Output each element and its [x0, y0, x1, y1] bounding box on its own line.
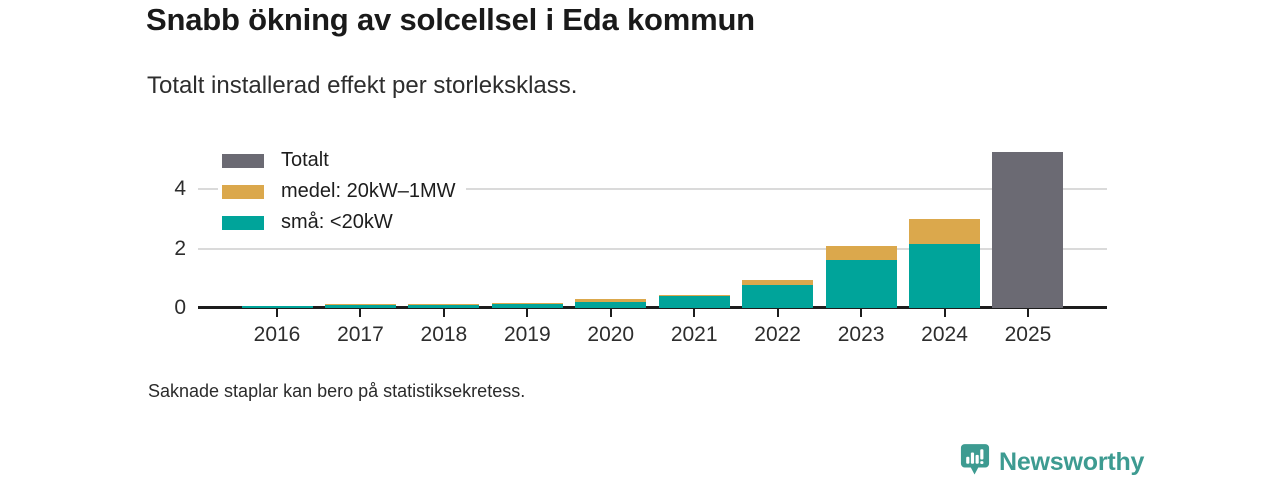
- legend-label-sma: små: <20kW: [281, 211, 393, 233]
- y-axis-label: 2: [174, 236, 186, 260]
- bar-segment-medel: [909, 219, 981, 244]
- x-axis-tick: [943, 309, 946, 317]
- x-axis-line: [198, 306, 1107, 309]
- x-axis-label: 2017: [337, 323, 384, 346]
- x-axis-tick: [526, 309, 529, 317]
- x-axis-label: 2019: [503, 323, 551, 346]
- legend-swatch-medel: [222, 184, 264, 199]
- x-axis-tick: [276, 309, 278, 317]
- x-axis-tick: [609, 309, 612, 317]
- bar-segment-medel: [658, 294, 730, 296]
- x-axis-tick: [776, 309, 779, 317]
- bar-segment-sma: [658, 295, 730, 308]
- y-axis-label: 4: [174, 177, 186, 200]
- x-axis-label: 2020: [587, 323, 635, 346]
- legend-swatch-sma: [222, 215, 264, 230]
- bar-segment-medel: [575, 299, 647, 303]
- chart-legend: Totalt medel: 20kW–1MW små: <20kW: [218, 147, 466, 236]
- x-axis-tick: [860, 309, 863, 317]
- bar-segment-sma: [575, 302, 647, 308]
- x-axis-tick: [442, 309, 445, 317]
- x-axis-label: 2018: [420, 323, 468, 346]
- x-axis-label: 2024: [921, 323, 968, 346]
- bar-segment-sma: [909, 243, 981, 308]
- page-subtitle: Totalt installerad effekt per storlekskl…: [147, 72, 578, 99]
- x-axis-label: 2022: [754, 323, 801, 346]
- bar-segment-sma: [825, 259, 897, 308]
- bar-segment-sma: [742, 284, 814, 308]
- chart-footnote: Saknade staplar kan bero på statistiksek…: [148, 381, 526, 401]
- legend-swatch-totalt: [222, 153, 264, 168]
- legend-label-totalt: Totalt: [281, 149, 329, 171]
- bar-segment-medel: [825, 245, 897, 260]
- x-axis-label: 2025: [1004, 323, 1052, 346]
- x-axis-tick: [693, 309, 696, 317]
- legend-label-medel: medel: 20kW–1MW: [281, 180, 456, 202]
- newsworthy-logo-icon: [960, 443, 990, 480]
- bar-segment-sma: [324, 304, 396, 308]
- legend-item-totalt: Totalt: [218, 147, 466, 174]
- bar-segment-medel: [742, 280, 814, 285]
- legend-item-medel: medel: 20kW–1MW: [218, 178, 466, 205]
- x-axis-tick: [359, 309, 362, 317]
- x-axis-tick: [1026, 309, 1029, 317]
- bar-segment-sma: [491, 303, 563, 308]
- y-axis-label: 0: [174, 296, 186, 319]
- newsworthy-branding: Newsworthy: [960, 443, 1144, 480]
- bar-segment-medel: [408, 303, 480, 306]
- y-gridline: [198, 247, 1107, 250]
- x-axis-label: 2021: [670, 323, 718, 346]
- x-axis-label: 2016: [253, 323, 301, 346]
- legend-item-sma: små: <20kW: [218, 209, 466, 236]
- page-title: Snabb ökning av solcellsel i Eda kommun: [146, 2, 755, 37]
- bar-segment-sma: [241, 305, 313, 308]
- newsworthy-wordmark: Newsworthy: [999, 448, 1145, 476]
- x-axis-label: 2023: [837, 323, 885, 346]
- y-gridline: [198, 188, 1107, 190]
- bar-segment-totalt: [992, 152, 1064, 308]
- bar-segment-sma: [408, 305, 480, 308]
